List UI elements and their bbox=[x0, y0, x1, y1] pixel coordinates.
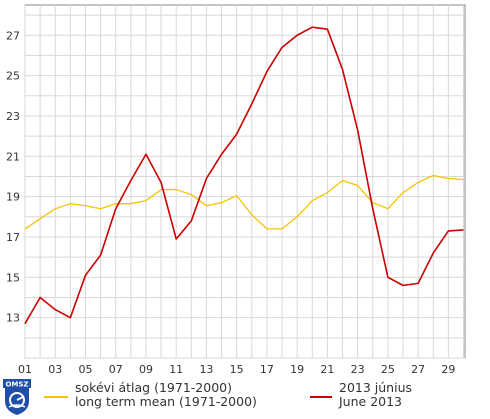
legend-label-june2013-hu: 2013 június bbox=[339, 380, 413, 395]
x-tick-label: 15 bbox=[230, 363, 244, 375]
x-tick-label: 29 bbox=[441, 363, 455, 375]
x-tick-label: 17 bbox=[260, 363, 274, 375]
grid-lines bbox=[24, 5, 465, 359]
legend-label-mean-hu: sokévi átlag (1971-2000) bbox=[75, 380, 232, 395]
x-tick-label: 01 bbox=[18, 363, 32, 375]
legend-entry-june2013: 2013 június June 2013 bbox=[339, 381, 412, 409]
legend-label-june2013-en: June 2013 bbox=[339, 394, 403, 409]
y-tick-label: 23 bbox=[6, 110, 20, 123]
x-tick-label: 21 bbox=[320, 363, 334, 375]
x-tick-label: 23 bbox=[351, 363, 365, 375]
y-tick-label: 17 bbox=[6, 231, 20, 244]
y-tick-label: 19 bbox=[6, 191, 20, 204]
series-layer bbox=[24, 26, 464, 325]
x-tick-label: 11 bbox=[169, 363, 183, 375]
y-tick-label: 21 bbox=[6, 150, 20, 163]
x-tick-label: 13 bbox=[199, 363, 213, 375]
logo-text: OMSZ bbox=[5, 381, 28, 389]
series-line-long-term-mean bbox=[24, 174, 464, 230]
x-tick-label: 09 bbox=[139, 363, 153, 375]
x-tick-label: 05 bbox=[78, 363, 92, 375]
x-tick-label: 25 bbox=[381, 363, 395, 375]
series-line-june-2013 bbox=[24, 26, 464, 325]
legend-entry-mean: sokévi átlag (1971-2000) long term mean … bbox=[75, 381, 257, 409]
y-tick-label: 13 bbox=[6, 312, 20, 325]
legend-swatch-june2013 bbox=[310, 396, 332, 398]
y-axis-tick-labels: 13 15 17 19 21 23 25 27 bbox=[6, 29, 20, 324]
y-tick-label: 27 bbox=[6, 29, 20, 42]
y-tick-label: 25 bbox=[6, 70, 20, 83]
x-axis-tick-labels: 01 03 05 07 09 11 13 15 17 19 21 23 25 27 29 bbox=[18, 363, 455, 376]
x-tick-label: 03 bbox=[48, 363, 62, 375]
omsz-logo: OMSZ bbox=[3, 379, 31, 415]
legend-label-mean-en: long term mean (1971-2000) bbox=[75, 394, 257, 409]
y-tick-label: 15 bbox=[6, 271, 20, 284]
x-tick-label: 19 bbox=[290, 363, 304, 375]
chart-svg: 13 15 17 19 21 23 25 27 01 03 05 07 09 11 13 15 17 19 21 2… bbox=[6, 4, 466, 376]
legend-swatch-mean bbox=[44, 396, 68, 398]
x-tick-label: 07 bbox=[109, 363, 123, 375]
plot-area bbox=[24, 4, 466, 359]
x-tick-label: 27 bbox=[411, 363, 425, 375]
